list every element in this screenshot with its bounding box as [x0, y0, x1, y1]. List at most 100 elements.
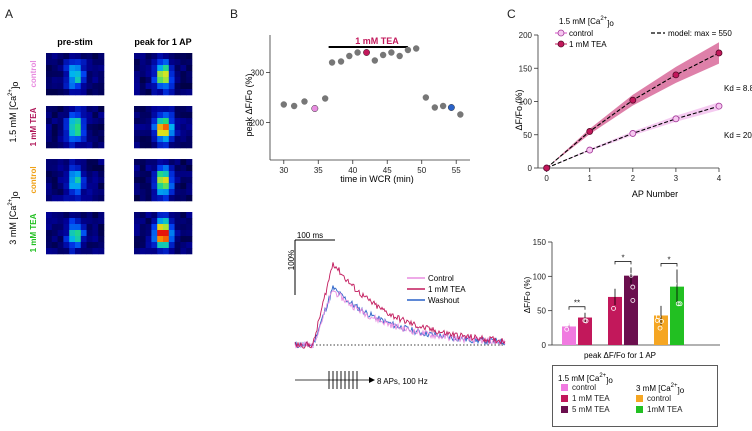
legend-swatch: [636, 406, 643, 413]
pixel: [51, 230, 58, 237]
pixel: [92, 124, 99, 131]
pixel: [145, 195, 152, 202]
pixel: [180, 65, 187, 72]
x-tick-label: 2: [631, 174, 636, 183]
pixel: [157, 112, 164, 119]
pixel: [69, 171, 76, 178]
pixel: [168, 236, 175, 243]
pixel: [69, 89, 76, 96]
pixel: [139, 177, 146, 184]
pixel: [151, 130, 158, 137]
pixel: [186, 248, 193, 255]
pixel: [151, 118, 158, 125]
pixel: [86, 136, 93, 143]
pixel: [63, 165, 70, 172]
pixel: [163, 118, 170, 125]
pixel: [157, 53, 164, 60]
pixel: [145, 112, 152, 119]
pixel: [80, 230, 87, 237]
pixel: [46, 83, 53, 90]
pixel: [57, 71, 64, 78]
pixel: [80, 212, 87, 219]
pixel: [145, 71, 152, 78]
legend-head-1p5: 1.5 mM [Ca2+]o: [558, 373, 613, 385]
data-point: [672, 115, 680, 123]
arrow-icon: [369, 377, 375, 383]
pixel: [139, 165, 146, 172]
pixel: [168, 83, 175, 90]
pixel: [180, 142, 187, 149]
pixel: [51, 77, 58, 84]
pixel: [186, 130, 193, 137]
individual-point: [628, 272, 634, 278]
pixel: [98, 159, 105, 166]
pixel: [134, 65, 141, 72]
pixel: [92, 195, 99, 202]
pixel: [92, 89, 99, 96]
x-tick-label: 30: [279, 166, 288, 175]
pixel: [151, 218, 158, 225]
pixel: [139, 89, 146, 96]
pixel: [46, 195, 53, 202]
pixel: [134, 71, 141, 78]
pixel: [157, 59, 164, 66]
pixel: [145, 124, 152, 131]
y-tick-label: 100: [533, 272, 547, 281]
individual-point: [655, 314, 661, 320]
legend-marker-tea: [557, 40, 565, 48]
pixel: [163, 224, 170, 231]
pixel: [57, 195, 64, 202]
data-point: [328, 59, 336, 66]
pixel: [51, 142, 58, 149]
pixel: [51, 112, 58, 119]
pixel: [86, 53, 93, 60]
pixel: [80, 171, 87, 178]
pixel: [86, 171, 93, 178]
pixel: [139, 189, 146, 196]
y-tick-label: 150: [533, 238, 547, 247]
pixel: [174, 183, 181, 190]
pixel: [57, 165, 64, 172]
pixel: [139, 136, 146, 143]
pixel: [157, 65, 164, 72]
legend-item-label: control: [647, 394, 671, 403]
pixel: [86, 118, 93, 125]
pixel: [151, 83, 158, 90]
pixel: [151, 183, 158, 190]
pixel: [134, 112, 141, 119]
pixel: [163, 89, 170, 96]
pixel: [86, 248, 93, 255]
pixel: [63, 142, 70, 149]
pixel: [180, 83, 187, 90]
pixel: [180, 248, 187, 255]
pixel: [163, 159, 170, 166]
pixel: [69, 59, 76, 66]
trace-washout: [294, 285, 506, 349]
pixel: [180, 195, 187, 202]
pixel: [134, 89, 141, 96]
pixel: [98, 230, 105, 237]
y-tick-label: 100: [519, 98, 533, 107]
pixel: [69, 189, 76, 196]
pixel: [51, 124, 58, 131]
data-point: [388, 49, 395, 56]
pixel: [69, 77, 76, 84]
pixel: [180, 224, 187, 231]
pixel: [186, 224, 193, 231]
x-tick-label: 40: [348, 166, 357, 175]
pixel: [157, 71, 164, 78]
individual-point: [630, 298, 636, 303]
pixel: [139, 112, 146, 119]
pixel: [186, 165, 193, 172]
pixel: [51, 83, 58, 90]
pixel: [151, 189, 158, 196]
pixel: [163, 236, 170, 243]
pixel: [63, 159, 70, 166]
pixel: [46, 53, 53, 60]
pixel: [63, 189, 70, 196]
pixel: [80, 189, 87, 196]
pixel: [86, 106, 93, 113]
pixel: [57, 212, 64, 219]
pixel: [174, 224, 181, 231]
pixel: [46, 142, 53, 149]
